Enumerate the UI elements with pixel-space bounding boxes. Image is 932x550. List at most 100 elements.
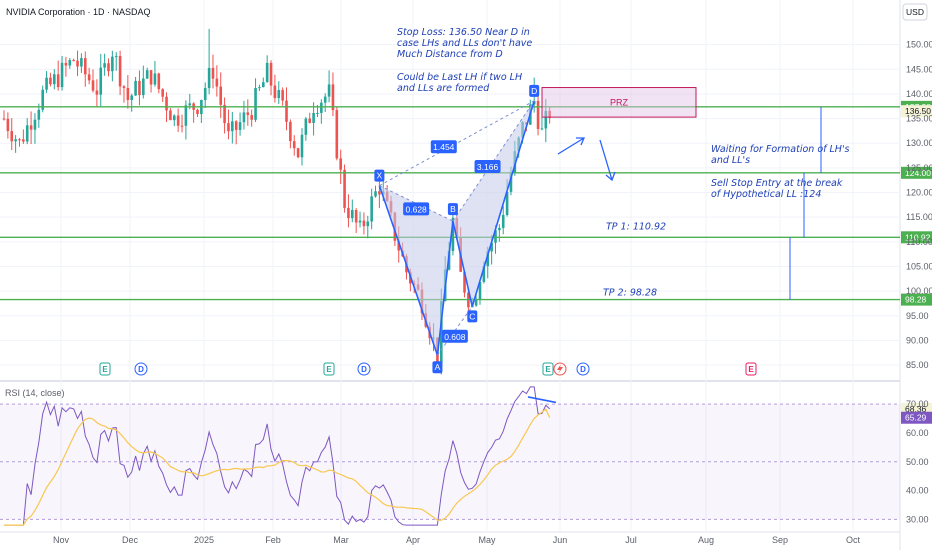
rsi-tick-label: 30.00 (906, 514, 929, 524)
event-label: E (748, 365, 754, 374)
time-tick-label: Dec (122, 535, 139, 545)
candle-body (269, 62, 273, 86)
currency-label: USD (906, 7, 924, 17)
candle-body (18, 139, 21, 141)
candle-body (99, 67, 103, 95)
earnings-marker (99, 362, 111, 376)
candle-body (242, 112, 246, 123)
price-tick-label: 125.00 (906, 163, 932, 173)
candle-body (83, 58, 87, 75)
candle-body (316, 112, 319, 114)
candle-body (277, 90, 281, 99)
waiting-note: Waiting for Formation of LH's (711, 144, 850, 155)
rsi-value-label: 68.36 (905, 404, 927, 414)
candle-body (474, 299, 478, 306)
price-tick-label: 90.00 (906, 335, 929, 345)
candle-body (482, 266, 486, 282)
rsi-ma-tag (901, 411, 932, 424)
ratio-badge (430, 140, 457, 154)
candle-body (169, 110, 172, 121)
candle-body (126, 88, 130, 100)
pane-separator[interactable] (0, 380, 900, 382)
price-tick-label: 150.00 (906, 40, 932, 50)
currency-button[interactable] (902, 3, 928, 21)
price-tick-label: 120.00 (906, 188, 932, 198)
candle-body (536, 100, 540, 130)
candle-body (138, 80, 141, 96)
candle-body (289, 121, 292, 142)
dividend-marker (357, 362, 371, 376)
candle-body (49, 77, 52, 85)
event-label: D (580, 365, 586, 374)
last-lh-note: Could be Last LH if two LH (397, 72, 522, 83)
candle-body (254, 88, 257, 120)
candle-body (231, 121, 234, 132)
candle-body (91, 80, 95, 91)
pattern-xab-fill (379, 185, 453, 356)
candle-body (149, 70, 153, 85)
ratio-label: 1.454 (433, 142, 455, 152)
time-tick-label: Jul (625, 535, 637, 545)
pattern-bcd-fill (452, 100, 535, 307)
candle-body (2, 118, 6, 120)
time-tick-label: Mar (333, 535, 349, 545)
pattern-point-badge (447, 203, 458, 216)
candle-body (29, 125, 33, 130)
price-tick-label: 140.00 (906, 89, 932, 99)
candle-body (509, 172, 513, 192)
candle-body (292, 141, 296, 149)
candle-body (374, 191, 377, 197)
rsi-tick-label: 60.00 (906, 428, 929, 438)
up-arrow (557, 137, 585, 155)
candle-body (463, 271, 466, 293)
candle-body (246, 112, 250, 116)
candle-body (53, 74, 56, 85)
candle-body (215, 78, 219, 87)
rsi-line (4, 386, 551, 526)
candle-body (172, 115, 176, 121)
candle-body (308, 118, 312, 123)
time-tick-label: Jun (553, 535, 568, 545)
price-tick-label: 130.00 (906, 138, 932, 148)
pattern-point-badge (467, 310, 478, 323)
candle-body (72, 59, 75, 61)
candle-body (335, 110, 339, 159)
candle-body (188, 103, 192, 106)
candle-body (80, 58, 83, 67)
candle-body (354, 210, 358, 223)
candle-body (304, 118, 308, 135)
candle-body (261, 82, 265, 88)
lightning-icon (557, 364, 563, 374)
price-tick-label: 85.00 (906, 360, 929, 370)
candle-body (362, 220, 366, 227)
pattern-point-label: C (469, 311, 475, 321)
dividend-marker (134, 362, 148, 376)
pattern-leg (471, 100, 535, 307)
candle-body (486, 251, 490, 267)
candle-body (320, 102, 323, 113)
price-axis[interactable] (900, 0, 932, 550)
candle-body (153, 73, 157, 85)
candle-body (490, 242, 493, 252)
pattern-point-label: D (531, 86, 537, 96)
pattern-ratio-line (379, 185, 454, 222)
candle-body (498, 227, 501, 231)
time-tick-label: Feb (265, 535, 281, 545)
up-arrow-head (576, 137, 585, 146)
pattern-point-badge (374, 169, 385, 182)
event-label: D (138, 365, 144, 374)
candle-body (103, 63, 106, 68)
candle-body (219, 86, 223, 105)
candle-body (211, 67, 215, 79)
candle-body (87, 74, 91, 81)
event-label: E (326, 365, 332, 374)
level-price-label: 136.50 (905, 106, 931, 116)
price-pane[interactable] (0, 0, 900, 380)
time-tick-label: 2025 (194, 535, 214, 545)
candle-body (331, 84, 335, 111)
candle-body (142, 78, 145, 96)
price-tick-label: 95.00 (906, 311, 929, 321)
